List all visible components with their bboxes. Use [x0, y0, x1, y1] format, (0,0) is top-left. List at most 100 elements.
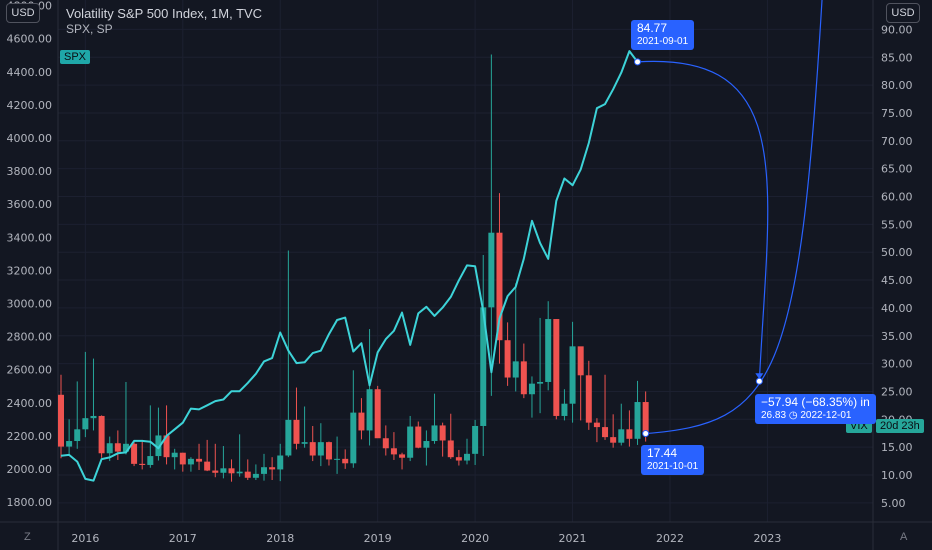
- vix-body: [139, 463, 146, 465]
- vix-candle-2015-11: [66, 419, 73, 455]
- vix-candle-2016-05: [114, 430, 121, 460]
- vix-candle-2018-02: [285, 250, 292, 458]
- vix-candle-2017-09: [244, 459, 251, 481]
- projection-value: 26.83: [761, 410, 787, 421]
- vix-body: [390, 448, 397, 455]
- vix-body: [269, 467, 276, 470]
- bottom-point-marker: [642, 430, 650, 438]
- vix-body: [642, 402, 649, 434]
- vix-candle-2018-08: [334, 436, 341, 474]
- vix-candle-2021-08: [626, 410, 633, 447]
- right-tick-label: 10.00: [881, 469, 913, 482]
- vix-candle-2015-12: [74, 381, 81, 449]
- left-corner-button[interactable]: Z: [24, 531, 31, 543]
- clock-icon: ◷: [788, 410, 798, 421]
- vix-body: [220, 468, 227, 473]
- left-tick-label: 3000.00: [7, 298, 53, 311]
- projection-point-marker: [755, 377, 763, 385]
- vix-candle-2017-03: [196, 443, 203, 470]
- vix-candle-2016-09: [147, 405, 154, 468]
- left-tick-label: 4200.00: [7, 99, 53, 112]
- vix-candle-2021-06: [610, 414, 617, 448]
- vix-body: [82, 418, 89, 430]
- vix-body: [309, 442, 316, 456]
- left-tick-label: 2400.00: [7, 397, 53, 410]
- vix-body: [374, 389, 381, 439]
- vix-candle-2017-04: [204, 439, 211, 472]
- left-tick-label: 2600.00: [7, 364, 53, 377]
- right-tick-label: 60.00: [881, 191, 913, 204]
- vix-body: [618, 429, 625, 443]
- vix-body: [317, 442, 324, 456]
- time-tick-label: 2023: [753, 532, 781, 545]
- vix-body: [537, 381, 544, 384]
- top-annotation-value: 84.77: [637, 21, 668, 35]
- left-tick-label: 2000.00: [7, 463, 53, 476]
- left-currency-label[interactable]: USD: [6, 3, 40, 23]
- vix-candle-2018-04: [301, 406, 308, 448]
- vix-candle-2019-10: [447, 413, 454, 459]
- vix-candle-2021-03: [585, 360, 592, 430]
- right-tick-label: 5.00: [881, 497, 906, 510]
- left-tick-label: 4600.00: [7, 33, 53, 46]
- spx-line: [60, 50, 639, 482]
- vix-candle-2017-02: [187, 457, 194, 472]
- bottom-annotation: 17.44 2021-10-01: [641, 445, 705, 475]
- projection-curve: [637, 60, 769, 382]
- vix-candle-2020-10: [545, 301, 552, 391]
- vix-candle-2017-07: [228, 459, 235, 482]
- vix-candle-2019-12: [464, 438, 470, 465]
- vix-body: [74, 429, 81, 442]
- countdown-badge: 20d 23h: [876, 419, 924, 433]
- vix-body: [277, 455, 284, 470]
- vix-body: [480, 307, 487, 426]
- vix-body: [342, 458, 349, 464]
- projection-change: −57.94 (−68.35%) in: [761, 395, 870, 409]
- right-currency-label[interactable]: USD: [886, 3, 920, 23]
- time-tick-label: 2021: [559, 532, 587, 545]
- vix-body: [545, 319, 552, 382]
- right-tick-label: 80.00: [881, 79, 913, 92]
- right-tick-label: 65.00: [881, 163, 913, 176]
- vix-body: [252, 473, 259, 478]
- vix-body: [212, 470, 219, 473]
- vix-candle-2018-05: [309, 425, 316, 462]
- vix-body: [122, 443, 129, 452]
- vix-candle-2016-06: [122, 381, 129, 455]
- vix-body: [577, 346, 584, 376]
- time-tick-label: 2018: [266, 532, 294, 545]
- auto-scale-button[interactable]: A: [900, 531, 908, 543]
- vix-body: [334, 458, 341, 460]
- vix-body: [171, 452, 178, 458]
- vix-body: [602, 427, 609, 438]
- vix-candle-2017-05: [212, 443, 219, 478]
- vix-candle-2017-06: [220, 446, 227, 479]
- vix-candle-2021-09: [634, 380, 641, 445]
- bottom-annotation-date: 2021-10-01: [647, 461, 699, 472]
- vix-body: [147, 456, 154, 465]
- vix-body: [561, 403, 568, 416]
- vix-body: [423, 441, 430, 448]
- vix-candle-2018-07: [325, 441, 332, 466]
- right-tick-label: 30.00: [881, 358, 913, 371]
- vix-candle-2020-08: [528, 376, 535, 418]
- vix-body: [496, 232, 503, 341]
- vix-body: [106, 443, 113, 454]
- projection-date: 2022-12-01: [800, 410, 852, 421]
- vix-body: [488, 232, 495, 308]
- vix-candle-2017-08: [236, 434, 243, 477]
- vix-body: [626, 429, 633, 439]
- vix-body: [504, 340, 511, 378]
- vix-body: [553, 319, 560, 416]
- projection-annotation: −57.94 (−68.35%) in 26.83 ◷ 2022-12-01: [755, 394, 876, 424]
- left-tick-label: 3800.00: [7, 165, 53, 178]
- vix-candle-2017-11: [261, 453, 267, 481]
- vix-body: [528, 383, 535, 395]
- right-tick-label: 70.00: [881, 135, 913, 148]
- vix-body: [439, 425, 446, 441]
- vix-candle-2019-06: [415, 421, 422, 449]
- vix-body: [131, 443, 138, 464]
- vix-candle-2019-02: [382, 425, 389, 456]
- vix-candle-2016-03: [98, 415, 105, 458]
